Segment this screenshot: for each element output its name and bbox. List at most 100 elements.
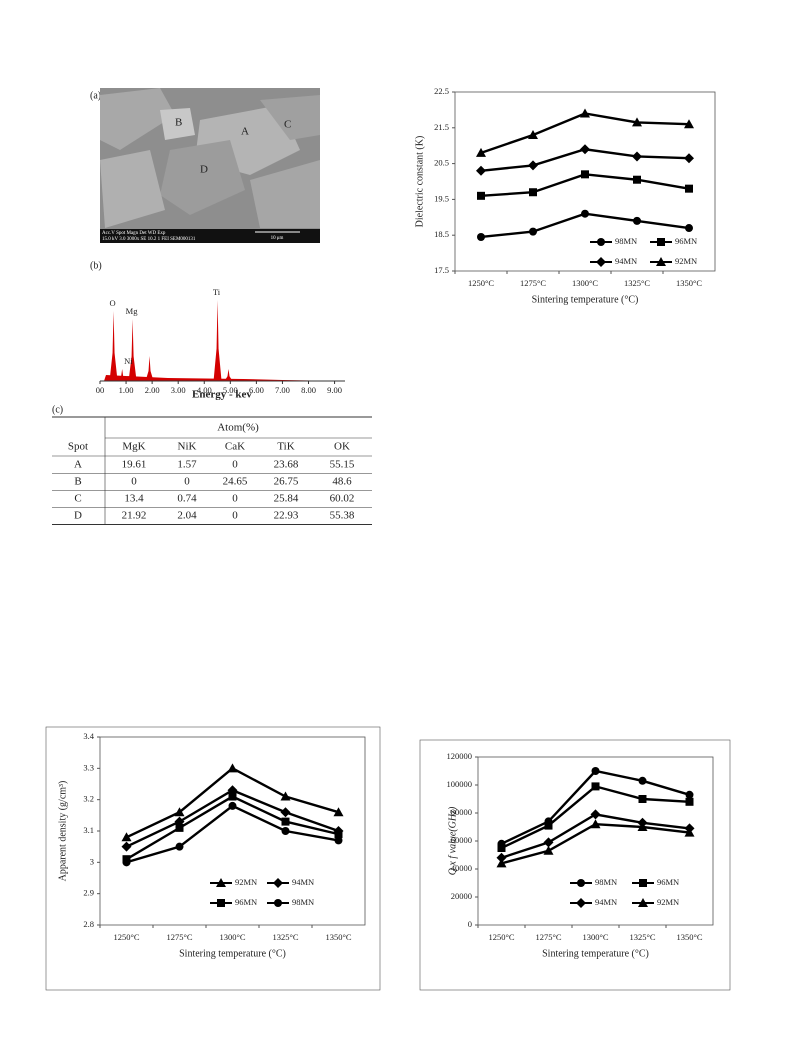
table-cell: C <box>74 493 81 505</box>
sem-label: A <box>241 126 249 138</box>
marker <box>543 837 554 848</box>
marker <box>496 858 507 868</box>
y-axis-label: Q x f value(GHz) <box>447 806 458 875</box>
marker <box>273 878 283 888</box>
x-tick-label: 1275°C <box>520 278 546 288</box>
sem-info: Acc.V Spot Magn Det WD Exp <box>102 231 166 236</box>
marker <box>580 144 590 155</box>
marker <box>543 845 554 855</box>
legend-label: 96MN <box>657 877 679 887</box>
peak-label: Ni <box>124 356 133 366</box>
x-tick-label: 1275°C <box>166 932 192 942</box>
table-cell: 1.57 <box>177 459 197 471</box>
x-tick-label: 00 <box>96 385 105 395</box>
table-cell: 25.84 <box>274 493 299 505</box>
marker <box>228 801 237 810</box>
legend-label: 96MN <box>235 897 257 907</box>
marker <box>684 153 694 164</box>
marker <box>591 767 600 775</box>
marker <box>121 841 132 852</box>
marker <box>637 822 648 831</box>
y-axis-label: Dielectric constant (K) <box>414 136 425 228</box>
table-cell: B <box>74 476 81 488</box>
x-tick-label: 1250°C <box>113 932 139 942</box>
marker <box>334 836 343 845</box>
marker <box>216 878 226 887</box>
plot-frame <box>454 91 716 272</box>
grain <box>160 108 195 140</box>
grain <box>100 150 165 228</box>
peak-label: Ti <box>213 287 221 297</box>
y-tick-label: 20000 <box>451 891 472 901</box>
y-tick-label: 60000 <box>451 835 472 845</box>
marker <box>597 238 605 246</box>
marker <box>581 209 589 218</box>
x-tick-label: 5.00 <box>223 385 238 395</box>
marker <box>217 899 225 907</box>
marker <box>591 782 600 791</box>
marker <box>639 879 647 887</box>
sem-label: D <box>200 164 208 176</box>
marker <box>477 191 485 200</box>
x-tick-label: 1325°C <box>629 932 655 942</box>
y-tick-label: 80000 <box>451 807 472 817</box>
marker <box>581 170 589 179</box>
grain <box>160 140 245 215</box>
table-cell: 21.92 <box>122 510 147 522</box>
legend-label: 98MN <box>595 877 617 887</box>
table-cell: 0.74 <box>177 493 197 505</box>
x-tick-label: 2.00 <box>145 385 160 395</box>
x-tick-label: 1250°C <box>488 932 514 942</box>
y-tick-label: 2.9 <box>83 888 94 898</box>
x-tick-label: 1300°C <box>572 278 598 288</box>
marker <box>638 776 647 785</box>
figure-label: (b) <box>90 260 102 271</box>
marker <box>529 188 537 197</box>
x-tick-label: 8.00 <box>301 385 316 395</box>
y-tick-label: 2.8 <box>83 919 94 929</box>
table-cell: 0 <box>131 476 137 488</box>
marker <box>334 830 343 839</box>
x-tick-label: 1300°C <box>582 932 608 942</box>
marker <box>280 791 291 801</box>
series-line <box>500 769 690 845</box>
grain <box>100 88 175 150</box>
y-tick-label: 3.3 <box>83 762 94 772</box>
y-tick-label: 19.5 <box>434 193 449 203</box>
legend-label: 92MN <box>675 256 697 266</box>
x-axis-label: Sintering temperature (°C) <box>179 948 286 959</box>
table-cell: 48.6 <box>332 476 352 488</box>
marker <box>175 823 184 832</box>
table-cell: 2.04 <box>177 510 197 522</box>
marker <box>657 238 665 246</box>
legend-label: 96MN <box>675 236 697 246</box>
marker <box>590 819 601 829</box>
marker <box>576 898 586 908</box>
marker <box>333 807 344 817</box>
marker <box>633 216 641 225</box>
legend-label: 94MN <box>595 897 617 907</box>
marker <box>590 809 601 820</box>
table-cell: 0 <box>184 476 190 488</box>
y-axis-label: Apparent density (g/cm³) <box>57 781 68 882</box>
x-axis-label: Energy - kev <box>192 389 252 401</box>
table-cell: 0 <box>232 459 238 471</box>
table-cell: 55.38 <box>330 510 355 522</box>
marker <box>281 827 290 835</box>
marker <box>228 792 237 801</box>
marker <box>476 147 486 157</box>
y-tick-label: 3.4 <box>83 731 94 741</box>
marker <box>174 807 185 817</box>
table-column-header: Spot <box>68 441 88 453</box>
spectrum-noise <box>104 375 340 381</box>
legend-label: 94MN <box>292 877 314 887</box>
table-cell: A <box>74 459 82 471</box>
spectrum-peak <box>145 356 154 381</box>
table-cell: 55.15 <box>330 459 355 471</box>
table-cell: 23.68 <box>274 459 299 471</box>
y-tick-label: 18.5 <box>434 229 449 239</box>
marker <box>577 879 585 887</box>
y-tick-label: 22.5 <box>434 86 449 96</box>
table-cell: 26.75 <box>274 476 299 488</box>
